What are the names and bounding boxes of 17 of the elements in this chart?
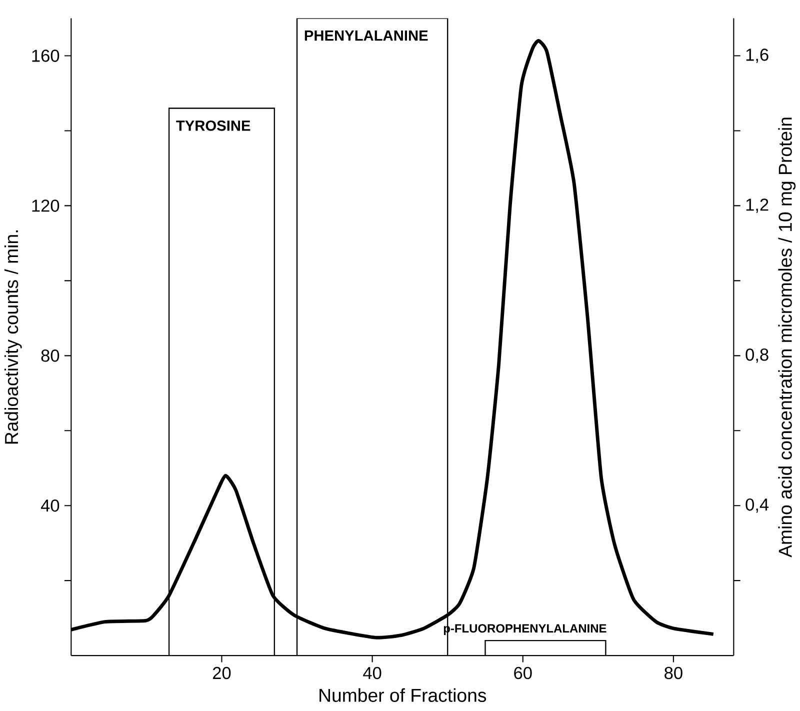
y-tick-label: 160 <box>32 49 60 62</box>
y2-tick-label: 0,8 <box>746 348 768 363</box>
x-tick-label: 20 <box>212 666 231 679</box>
y2-tick-label: 1,2 <box>746 198 768 213</box>
annotation: TYROSINE <box>176 120 250 131</box>
x-tick-label: 80 <box>664 666 682 679</box>
annotation: PHENYLALANINE <box>304 30 428 40</box>
x-tick-label: 40 <box>363 666 382 679</box>
y2-tick-label: 0,4 <box>746 498 769 513</box>
y2-axis-title: Amino acid concentration micromoles / 10 mg Protein <box>778 117 796 558</box>
y-tick-label: 120 <box>32 199 60 212</box>
x-axis-title: Number of Fractions <box>320 688 486 702</box>
y2-tick-label: 1,6 <box>746 48 768 63</box>
y-tick-label: 40 <box>40 499 60 512</box>
y-tick-label: 80 <box>41 349 60 362</box>
y-axis-title: Radioactivity counts / min. <box>4 230 22 444</box>
x-tick-label: 60 <box>514 666 532 679</box>
